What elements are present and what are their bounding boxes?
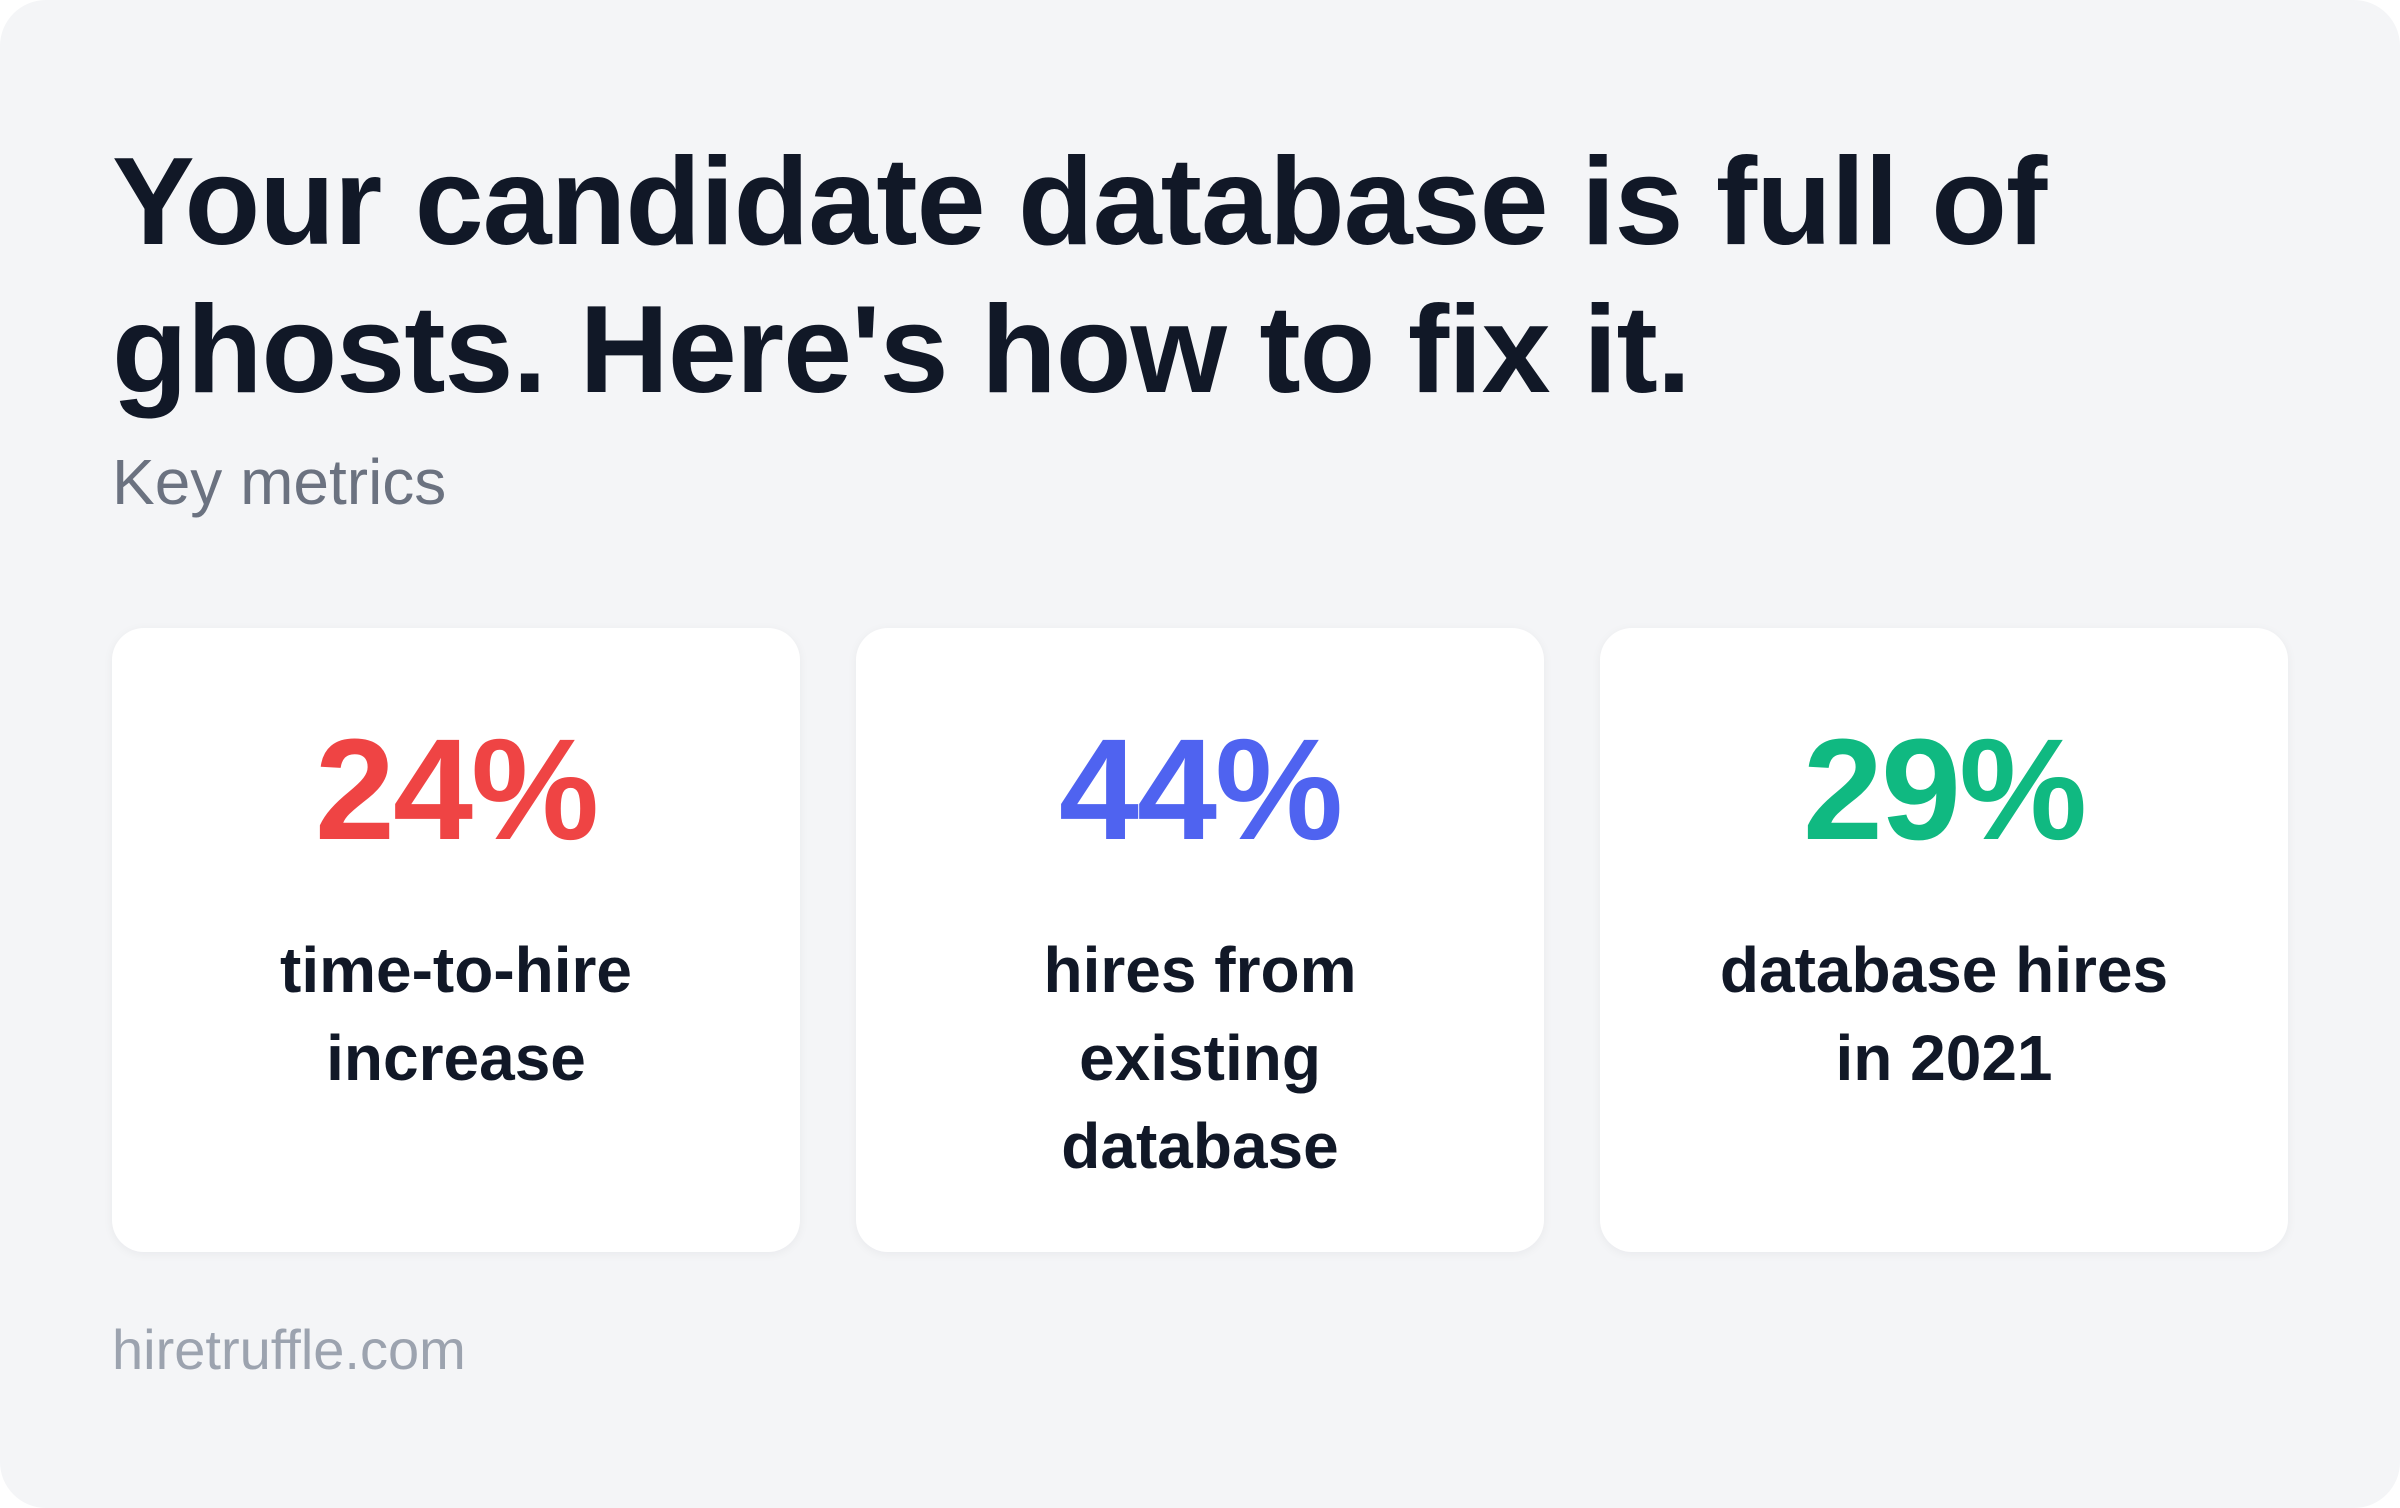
metric-value: 29%	[1802, 709, 2087, 870]
metric-card-time-to-hire: 24% time-to-hire increase	[112, 628, 800, 1252]
metrics-row: 24% time-to-hire increase 44% hires from…	[112, 628, 2288, 1252]
page-title: Your candidate database is full of ghost…	[112, 133, 2047, 419]
metric-card-database-hires-2021: 29% database hires in 2021	[1600, 628, 2288, 1252]
metric-value: 44%	[1058, 709, 1343, 870]
metric-label: time-to-hire increase	[280, 934, 632, 1094]
metric-label: database hires in 2021	[1719, 934, 2169, 1094]
metric-label: hires from existing database	[1043, 934, 1357, 1182]
source-url: hiretruffle.com	[112, 1318, 466, 1381]
metric-card-existing-database: 44% hires from existing database	[856, 628, 1544, 1252]
metric-value: 24%	[314, 709, 599, 870]
page-subtitle: Key metrics	[112, 446, 447, 518]
